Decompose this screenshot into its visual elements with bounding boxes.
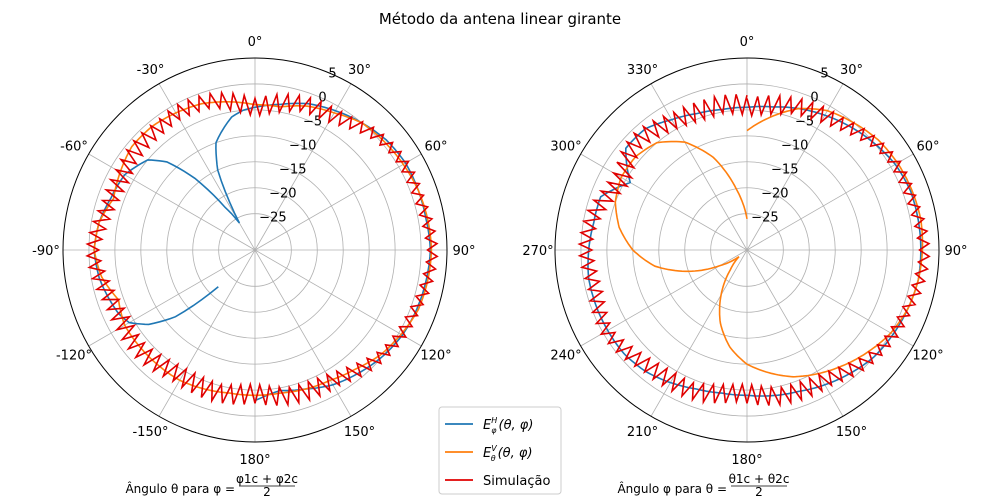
radial-tick-label: −5 [303,115,322,130]
grid-circle [710,213,784,287]
grid-spoke [580,153,748,251]
figure-title: Método da antena linear girante [379,10,621,28]
radial-tick-label: 0 [318,91,326,106]
theta-tick-label: -120° [56,349,92,364]
theta-tick-label: 240° [550,349,581,364]
series-line-e-theta-v [614,107,924,378]
series-line-e-theta-v [93,101,433,397]
legend-label-sup: V [491,444,497,453]
legend-label-sub: θ [491,454,496,463]
series-line-simulacao [577,92,931,408]
grid-spoke [254,153,422,251]
theta-tick-label: 150° [344,425,375,440]
theta-tick-label: 60° [916,140,939,155]
grid-circle [684,187,810,313]
grid-spoke [254,249,352,417]
legend-label-sub: φ [491,426,497,435]
theta-tick-label: 30° [348,63,371,78]
radial-tick-label: −10 [289,139,316,154]
theta-tick-label: 120° [420,349,451,364]
legend-label: EH φ (θ, φ) [483,416,533,435]
theta-tick-label: 30° [840,63,863,78]
grid-circle [606,109,888,391]
theta-tick-label: 0° [740,35,755,50]
polar-frame [554,57,940,443]
theta-tick-label: 90° [944,244,967,259]
x-axis-label-numerator: φ1c + φ2c [236,472,298,486]
polar-plot-left: 0° 30° 60° 90° 120° 150° 180° -150° -120° -90° -60… [32,35,475,499]
grid-spoke [88,249,256,347]
grid-circle [166,161,344,339]
radial-tick-label: −25 [259,210,286,225]
legend-label-rest: (θ, φ) [499,418,534,433]
grid-circle [88,83,422,417]
theta-tick-label: 180° [239,453,270,468]
legend-label: EV θ (θ, φ) [483,444,533,463]
x-axis-label-denominator: 2 [755,485,763,499]
x-axis-label-main: Ângulo φ para θ = [617,481,727,496]
legend-box [438,406,562,495]
grid-spoke [254,249,422,347]
radial-tick-label: 5 [328,67,336,82]
legend-label-sup: H [491,416,497,425]
grid-spoke [746,249,914,347]
theta-tick-label: 0° [248,35,263,50]
theta-tick-label: -30° [137,63,165,78]
radial-tick-label: −10 [781,139,808,154]
theta-tick-label: 300° [550,140,581,155]
legend-label: Simulação [483,474,550,489]
grid-spoke [746,153,914,251]
radial-tick-label: −5 [795,115,814,130]
legend-label-base: E [483,418,492,433]
theta-tick-label: 330° [627,63,658,78]
grid-spoke [650,83,748,251]
radial-tick-label: 0 [810,91,818,106]
series-line-simulacao [85,90,439,408]
theta-tick-label: -90° [32,244,60,259]
grid-circle [192,187,318,313]
radial-tick-label: −20 [269,186,296,201]
grid-spoke [746,249,844,417]
radial-tick-label: −25 [751,210,778,225]
theta-tick-label: 150° [836,425,867,440]
theta-tick-label: 210° [627,425,658,440]
grid-circle [114,109,396,391]
polar-plot-right: 0° 30° 60° 90° 120° 150° 180° 210° 240° 270° 300° 3… [522,35,967,499]
legend-label-base: E [483,446,492,461]
grid-circle [218,213,292,287]
grid-spoke [650,249,748,417]
grid-spoke [254,83,352,251]
theta-tick-label: 90° [452,244,475,259]
legend-label-rest: (θ, φ) [498,446,533,461]
grid-circle [580,83,914,417]
series-line-e-phi-h [587,105,922,397]
theta-tick-label: -150° [132,425,168,440]
x-axis-label-numerator: θ1c + θ2c [729,472,790,486]
grid-circle [140,135,370,365]
legend: EH φ (θ, φ)EV θ (θ, φ)Simulação [438,406,562,495]
theta-tick-label: 270° [522,244,553,259]
radial-tick-label: 5 [820,67,828,82]
radial-tick-label: −15 [279,162,306,177]
grid-spoke [158,249,256,417]
theta-tick-label: -60° [60,140,88,155]
polar-frame [62,57,448,443]
theta-tick-label: 120° [912,349,943,364]
x-axis-label-main: Ângulo θ para φ = [125,481,235,496]
radial-tick-label: −20 [761,186,788,201]
radial-tick-label: −15 [771,162,798,177]
theta-tick-label: 180° [731,453,762,468]
grid-circle [658,161,836,339]
theta-tick-label: 60° [424,140,447,155]
x-axis-label-denominator: 2 [263,485,271,499]
